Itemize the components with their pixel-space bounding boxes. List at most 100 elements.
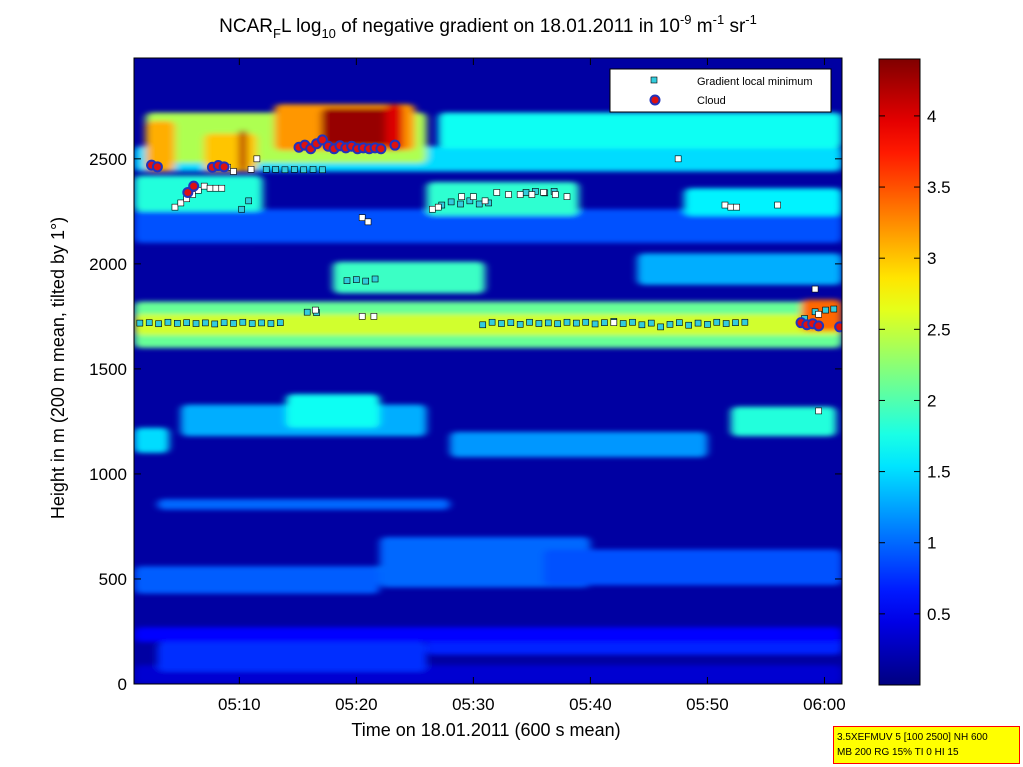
colorbar-tick-label: 0.5 <box>927 605 951 624</box>
gradient-minimum-marker <box>183 319 190 326</box>
gradient-minimum-marker <box>281 166 289 174</box>
heatmap-band <box>332 261 486 294</box>
gradient-minimum-marker <box>522 189 530 196</box>
heatmap-band <box>134 566 380 594</box>
gradient-minimum-marker <box>481 197 489 205</box>
heatmap-band <box>134 627 842 642</box>
gradient-minimum-marker <box>591 320 599 328</box>
heatmap-band <box>157 641 427 672</box>
legend: Gradient local minimum Cloud <box>609 68 832 113</box>
gradient-minimum-marker <box>638 321 646 329</box>
gradient-minimum-marker <box>303 308 311 316</box>
gradient-minimum-marker <box>434 203 442 211</box>
gradient-minimum-marker <box>245 197 252 205</box>
gradient-minimum-marker <box>619 320 627 327</box>
gradient-minimum-marker <box>309 166 317 173</box>
chart-title: NCARFL log10 of negative gradient on 18.… <box>219 12 757 41</box>
gradient-minimum-marker <box>272 166 279 173</box>
gradient-minimum-marker <box>704 321 711 328</box>
gradient-minimum-marker <box>200 182 208 190</box>
gradient-minimum-marker <box>312 306 319 314</box>
gradient-minimum-marker <box>370 313 378 320</box>
y-tick-label: 500 <box>99 570 127 589</box>
gradient-minimum-marker <box>830 305 838 313</box>
heatmap-band <box>239 129 247 172</box>
gradient-minimum-marker <box>155 320 162 328</box>
gradient-minimum-marker <box>164 318 172 326</box>
colorbar-tick-label: 4 <box>927 107 936 126</box>
gradient-minimum-marker <box>171 203 179 211</box>
gradient-minimum-marker <box>475 200 483 208</box>
y-tick-label: 0 <box>118 675 127 694</box>
gradient-minimum-marker <box>192 320 200 327</box>
gradient-minimum-marker <box>238 205 245 213</box>
gradient-minimum-marker <box>733 203 740 211</box>
gradient-minimum-marker <box>218 184 226 192</box>
gradient-minimum-marker <box>258 319 265 327</box>
x-tick-label: 05:40 <box>569 695 612 714</box>
heatmap-field <box>134 104 842 684</box>
gradient-minimum-marker <box>694 319 702 327</box>
colorbar-ticks: 0.5 1 1.5 2 2.5 3 3.5 4 <box>879 107 951 624</box>
x-tick-label: 05:30 <box>452 695 495 714</box>
gradient-minimum-marker <box>551 191 559 198</box>
gradient-minimum-marker <box>815 407 822 415</box>
gradient-minimum-marker <box>540 189 547 196</box>
gradient-minimum-marker <box>815 310 822 318</box>
y-tick-label: 2500 <box>89 150 127 169</box>
gradient-minimum-marker <box>516 191 524 198</box>
gradient-minimum-marker <box>582 318 590 326</box>
gradient-minimum-marker <box>248 320 256 327</box>
gradient-minimum-marker <box>516 321 524 328</box>
gradient-minimum-marker <box>610 319 618 326</box>
gradient-minimum-marker <box>647 319 655 327</box>
x-tick-label: 05:20 <box>335 695 378 714</box>
gradient-minimum-marker <box>528 191 536 198</box>
gradient-minimum-marker <box>371 275 379 283</box>
heatmap-band <box>637 253 842 285</box>
gradient-minimum-marker <box>685 321 692 329</box>
gradient-minimum-marker <box>811 285 819 293</box>
gradient-minimum-marker <box>713 318 721 326</box>
gradient-minimum-marker <box>267 320 275 327</box>
legend-label-cloud: Cloud <box>697 95 726 107</box>
colorbar-fill <box>879 59 920 685</box>
gradient-minimum-marker <box>212 184 220 192</box>
gradient-minimum-marker <box>202 319 209 327</box>
heatmap-band <box>134 314 842 336</box>
y-axis: 0 500 1000 1500 2000 2500 <box>89 150 842 694</box>
gradient-minimum-marker <box>741 318 749 326</box>
legend-marker-cloud <box>649 94 661 106</box>
legend-box <box>609 68 832 113</box>
marker-layer <box>136 134 842 415</box>
heatmap-band <box>379 536 591 588</box>
cloud-marker <box>188 180 200 192</box>
colorbar-tick-label: 3.5 <box>927 178 951 197</box>
x-axis: 05:10 05:20 05:30 05:40 05:50 06:00 <box>218 58 846 714</box>
colorbar-frame <box>878 58 921 686</box>
gradient-minimum-marker <box>262 166 270 173</box>
gradient-minimum-marker <box>291 166 298 173</box>
gradient-minimum-marker <box>220 319 228 326</box>
y-tick-label: 1500 <box>89 360 127 379</box>
gradient-minimum-marker <box>343 277 351 284</box>
gradient-minimum-marker <box>447 198 455 206</box>
cloud-marker <box>218 161 230 173</box>
plot-frame <box>133 57 843 685</box>
x-tick-label: 05:50 <box>686 695 729 714</box>
gradient-minimum-marker <box>353 276 360 283</box>
gradient-minimum-marker <box>721 201 729 209</box>
legend-label-gradient-minimum: Gradient local minimum <box>697 76 813 88</box>
heatmap-band <box>543 549 842 586</box>
parameters-box: 3.5XEFMUV 5 [100 2500] NH 600 MB 200 RG … <box>833 726 1020 764</box>
gradient-minimum-marker <box>601 319 608 326</box>
gradient-minimum-marker <box>493 189 501 196</box>
gradient-minimum-marker <box>145 319 153 326</box>
gradient-minimum-marker <box>358 313 366 320</box>
gradient-minimum-marker <box>535 320 543 327</box>
gradient-minimum-marker <box>247 166 255 173</box>
x-axis-label: Time on 18.01.2011 (600 s mean) <box>351 720 620 740</box>
colorbar-tick-label: 2.5 <box>927 320 951 339</box>
gradient-minimum-marker <box>239 318 247 326</box>
